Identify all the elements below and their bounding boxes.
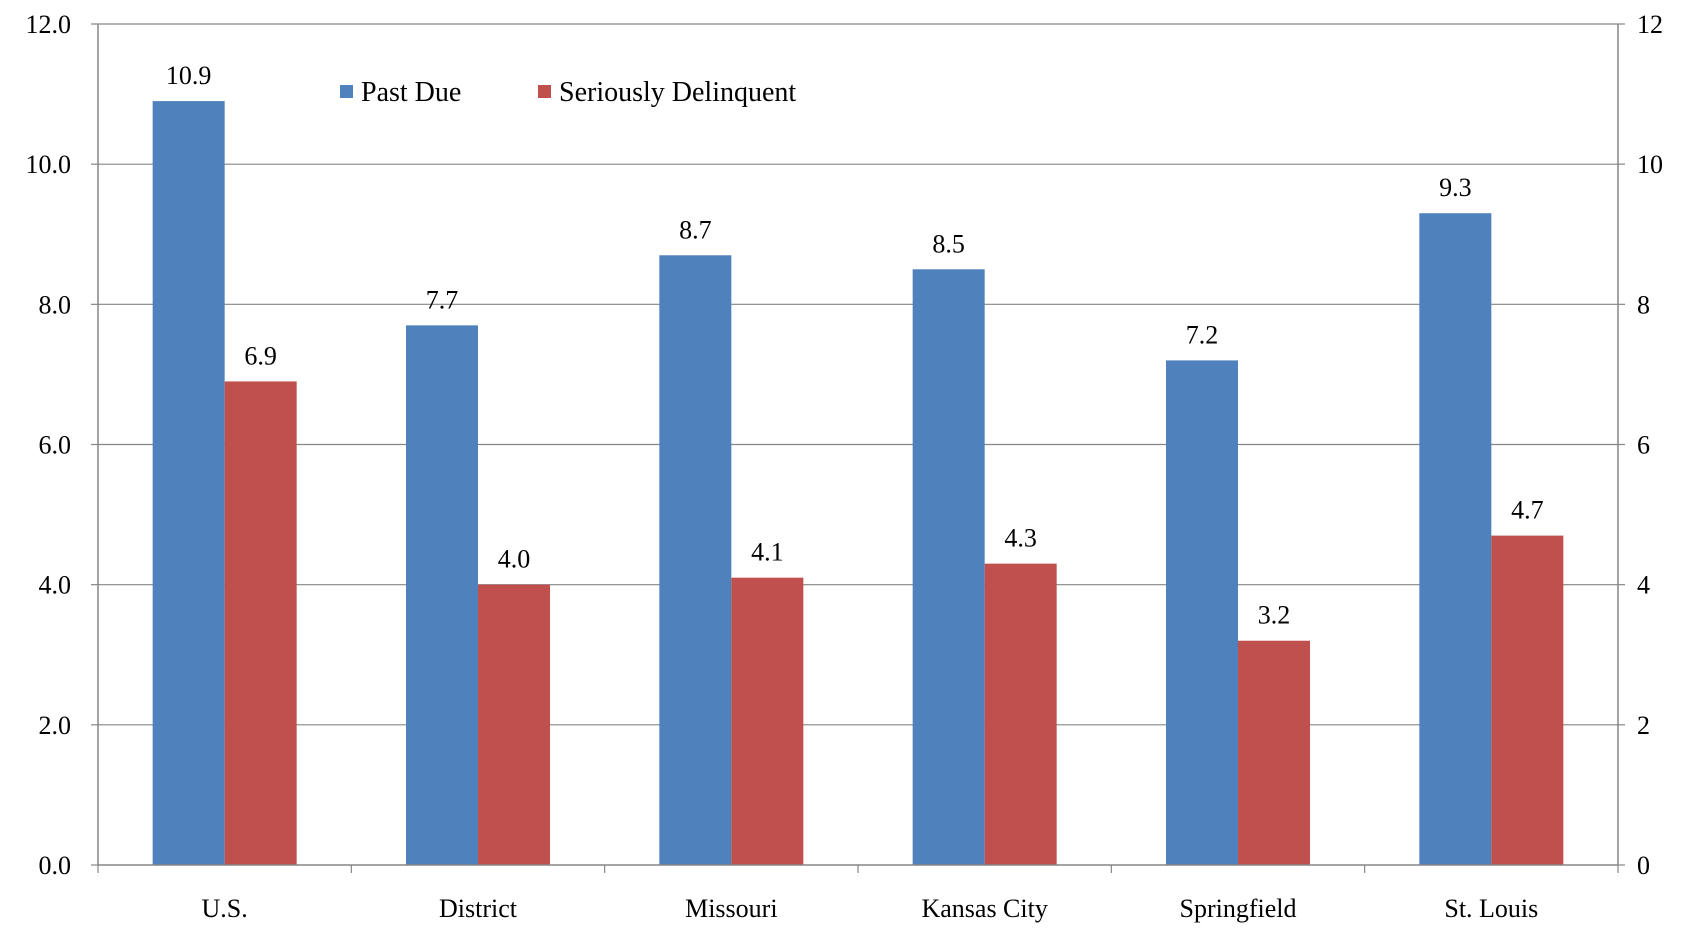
data-label: 7.2 (1186, 320, 1219, 349)
right-tick-label: 10 (1637, 150, 1663, 179)
bar-past-due (659, 255, 732, 865)
category-label: Springfield (1180, 894, 1297, 923)
bar-past-due (152, 101, 225, 865)
data-label: 4.1 (751, 538, 784, 567)
bar-seriously-delinquent (984, 563, 1057, 865)
bar-seriously-delinquent (224, 381, 297, 865)
bar-past-due (406, 325, 478, 865)
gridlines (98, 23, 1618, 726)
legend-label: Past Due (361, 77, 461, 108)
right-tick-label: 6 (1637, 431, 1650, 460)
bar-seriously-delinquent (1491, 535, 1564, 865)
data-label: 4.7 (1511, 496, 1544, 525)
left-tick-label: 2.0 (39, 711, 72, 740)
axes: 0.0 0 2.0 2 4.0 4 6.0 6 8.0 8 10.0 10 12.0 12 U.S. Dist… (26, 10, 1664, 923)
legend-label: Seriously Delinquent (559, 77, 796, 108)
data-label: 4.0 (498, 545, 531, 574)
left-tick-label: 10.0 (26, 150, 72, 179)
category-label: U.S. (202, 894, 248, 923)
data-label: 6.9 (244, 341, 277, 370)
right-tick-label: 8 (1637, 290, 1650, 319)
bar-past-due (1166, 360, 1238, 865)
category-label: Missouri (685, 894, 777, 923)
legend-swatch (538, 85, 551, 98)
right-tick-label: 12 (1637, 10, 1663, 39)
left-tick-label: 8.0 (39, 290, 72, 319)
legend: Past Due Seriously Delinquent (340, 77, 796, 108)
data-labels: 10.9 6.9 7.7 4.0 8.7 4.1 8.5 4.3 7.2 3.2 9.3 4.7 (166, 61, 1544, 630)
legend-swatch (340, 85, 353, 98)
data-label: 7.7 (426, 285, 459, 314)
bars (152, 101, 1564, 866)
data-label: 3.2 (1258, 601, 1291, 630)
left-tick-label: 12.0 (26, 10, 72, 39)
right-tick-label: 0 (1637, 851, 1650, 880)
bar-seriously-delinquent (478, 584, 550, 865)
bar-seriously-delinquent (1238, 640, 1310, 865)
data-label: 10.9 (166, 61, 212, 90)
bar-seriously-delinquent (731, 577, 804, 865)
data-label: 9.3 (1439, 173, 1472, 202)
category-label: St. Louis (1444, 894, 1538, 923)
category-label: District (439, 894, 518, 923)
bar-past-due (1419, 213, 1492, 866)
left-tick-label: 0.0 (39, 851, 72, 880)
data-label: 8.7 (679, 215, 712, 244)
data-label: 4.3 (1004, 524, 1037, 553)
bar-past-due (912, 269, 985, 866)
right-tick-label: 2 (1637, 711, 1650, 740)
data-label: 8.5 (932, 229, 965, 258)
category-label: Kansas City (921, 894, 1047, 923)
left-tick-label: 4.0 (39, 571, 72, 600)
left-tick-label: 6.0 (39, 431, 72, 460)
right-tick-label: 4 (1637, 571, 1650, 600)
